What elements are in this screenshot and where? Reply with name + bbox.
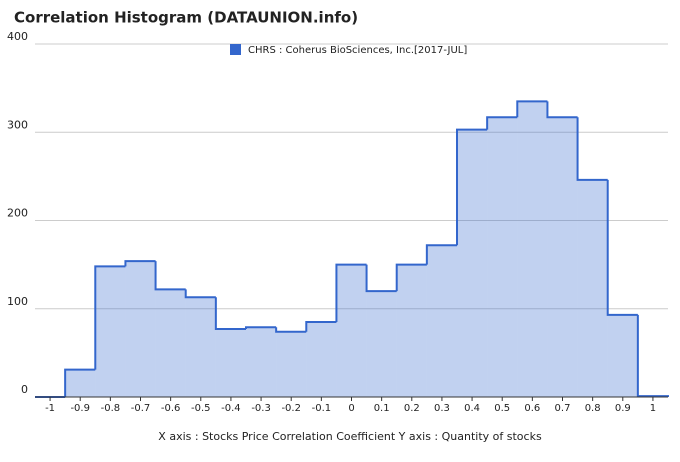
- x-tick-label: -0.5: [191, 403, 211, 414]
- bar: [125, 261, 156, 397]
- bar-outline: [305, 320, 337, 332]
- bar-outline: [275, 327, 307, 333]
- bar: [396, 264, 427, 397]
- bar: [336, 264, 367, 397]
- bar: [547, 117, 578, 397]
- y-tick-label: 200: [7, 207, 28, 220]
- bar: [185, 297, 216, 397]
- y-tick-label: 0: [21, 383, 28, 396]
- bar-outline: [486, 116, 518, 130]
- bar: [155, 289, 186, 397]
- bar: [65, 369, 96, 397]
- x-tick-label: -1: [45, 403, 55, 414]
- x-tick-label: -0.8: [101, 403, 121, 414]
- y-tick-label: 100: [7, 295, 28, 308]
- x-tick-label: 0.1: [374, 403, 390, 414]
- bar-outline: [546, 101, 578, 119]
- x-axis-label: X axis : Stocks Price Correlation Coeffi…: [158, 430, 542, 443]
- x-tick-label: 0.7: [555, 403, 571, 414]
- x-tick-label: -0.7: [131, 403, 151, 414]
- bar: [215, 329, 246, 397]
- bar-outline: [365, 264, 397, 293]
- bar-outline: [636, 314, 669, 398]
- x-tick-label: -0.2: [281, 403, 301, 414]
- bar-outline: [245, 326, 277, 330]
- bar-outline: [154, 261, 186, 291]
- y-tick-label: 400: [7, 30, 28, 43]
- bar-outline: [184, 289, 216, 299]
- bar-outline: [425, 244, 457, 265]
- y-tick-label: 300: [7, 118, 28, 131]
- x-tick-label: 0.9: [615, 403, 631, 414]
- legend-label: CHRS : Coherus BioSciences, Inc.[2017-JU…: [248, 45, 467, 56]
- x-tick-label: -0.1: [312, 403, 332, 414]
- x-tick-label: 0.5: [494, 403, 510, 414]
- bar: [607, 314, 638, 397]
- bar-outline: [64, 368, 96, 397]
- legend-swatch: [230, 44, 241, 55]
- x-tick-label: 0.4: [464, 403, 480, 414]
- x-tick-label: -0.4: [221, 403, 241, 414]
- bar-outline: [335, 263, 367, 322]
- x-tick-label: -0.3: [251, 403, 271, 414]
- bar-outline: [395, 263, 427, 292]
- bar: [95, 266, 126, 397]
- x-tick-label: 0.2: [404, 403, 420, 414]
- bar: [246, 327, 277, 397]
- bar-outline: [576, 117, 608, 181]
- x-tick-label: 1: [650, 403, 656, 414]
- bar: [276, 331, 307, 397]
- bar-outline: [94, 265, 126, 370]
- bar-outline: [456, 128, 488, 246]
- x-tick-label: 0.6: [524, 403, 540, 414]
- x-tick-label: 0.3: [434, 403, 450, 414]
- bar: [517, 101, 548, 398]
- bar: [366, 291, 397, 397]
- bar: [577, 179, 608, 397]
- x-tick-label: -0.9: [70, 403, 90, 414]
- bar: [457, 129, 488, 398]
- bar-outline: [214, 297, 246, 331]
- x-tick-label: -0.6: [161, 403, 181, 414]
- x-tick-label: 0.8: [585, 403, 601, 414]
- bar: [306, 321, 337, 397]
- bar: [426, 245, 457, 397]
- bar-outline: [124, 260, 156, 267]
- bar-outline: [516, 100, 548, 118]
- x-tick-label: 0: [348, 403, 354, 414]
- chart-title: Correlation Histogram (DATAUNION.info): [14, 9, 358, 27]
- bar-outline: [606, 179, 638, 316]
- bar: [487, 117, 518, 397]
